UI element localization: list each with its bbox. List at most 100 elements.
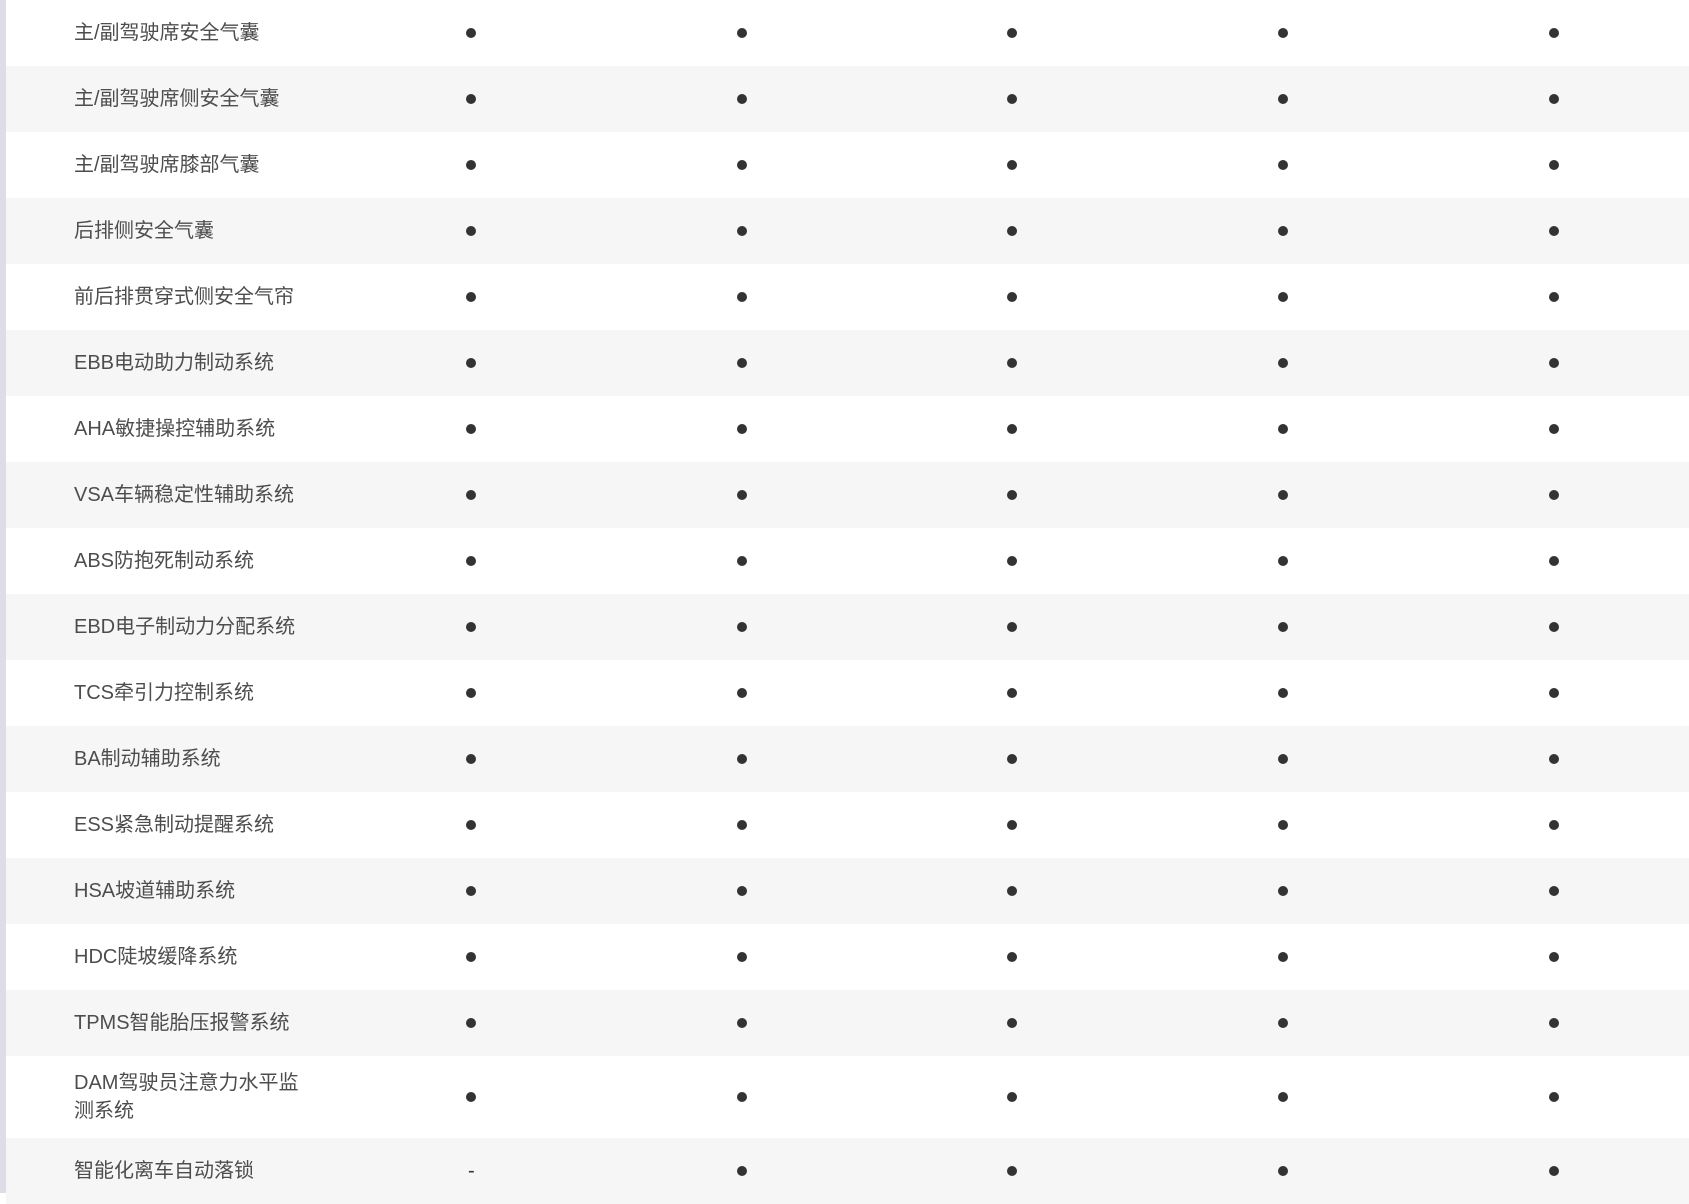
feature-present-cell bbox=[877, 952, 1148, 962]
dot-icon bbox=[1007, 886, 1018, 896]
feature-present-cell bbox=[1148, 226, 1419, 236]
dot-icon bbox=[1007, 490, 1018, 500]
feature-present-cell bbox=[877, 28, 1148, 38]
feature-present-cell bbox=[877, 688, 1148, 698]
table-row: HDC陡坡缓降系统 bbox=[6, 924, 1689, 990]
dot-icon bbox=[1278, 28, 1289, 38]
table-row: 智能化离车自动落锁 - bbox=[6, 1138, 1689, 1204]
feature-present-cell bbox=[877, 556, 1148, 566]
feature-present-cell bbox=[1148, 1166, 1419, 1176]
dot-icon bbox=[1548, 358, 1559, 368]
feature-present-cell bbox=[1418, 226, 1689, 236]
dot-icon bbox=[1278, 424, 1289, 434]
dot-icon bbox=[466, 886, 477, 896]
feature-present-cell bbox=[336, 886, 607, 896]
feature-present-cell bbox=[1418, 622, 1689, 632]
feature-present-cell bbox=[1148, 28, 1419, 38]
dot-icon bbox=[736, 1166, 747, 1176]
feature-present-cell bbox=[877, 886, 1148, 896]
feature-present-cell bbox=[336, 94, 607, 104]
feature-present-cell bbox=[336, 226, 607, 236]
page-left-gutter bbox=[0, 0, 6, 1193]
feature-present-cell bbox=[607, 820, 878, 830]
feature-present-cell bbox=[336, 754, 607, 764]
feature-label: TCS牵引力控制系统 bbox=[74, 682, 254, 704]
feature-present-cell bbox=[1418, 754, 1689, 764]
feature-present-cell bbox=[336, 622, 607, 632]
dot-icon bbox=[466, 622, 477, 632]
table-row: VSA车辆稳定性辅助系统 bbox=[6, 462, 1689, 528]
dot-icon bbox=[466, 490, 477, 500]
feature-present-cell bbox=[1148, 622, 1419, 632]
dot-icon bbox=[736, 490, 747, 500]
dot-icon bbox=[736, 1018, 747, 1028]
dot-icon bbox=[1278, 94, 1289, 104]
dot-icon bbox=[736, 226, 747, 236]
feature-present-cell bbox=[1418, 424, 1689, 434]
feature-present-cell bbox=[1148, 952, 1419, 962]
dot-icon bbox=[1278, 358, 1289, 368]
feature-label: HDC陡坡缓降系统 bbox=[74, 946, 238, 968]
dot-icon bbox=[1007, 820, 1018, 830]
feature-present-cell bbox=[877, 292, 1148, 302]
feature-present-cell bbox=[336, 490, 607, 500]
feature-present-cell bbox=[1418, 952, 1689, 962]
feature-label: TPMS智能胎压报警系统 bbox=[74, 1012, 290, 1034]
dot-icon bbox=[466, 1018, 477, 1028]
dot-icon bbox=[466, 160, 477, 170]
feature-present-cell bbox=[877, 424, 1148, 434]
feature-present-cell bbox=[607, 358, 878, 368]
dot-icon bbox=[1548, 226, 1559, 236]
dot-icon bbox=[1007, 226, 1018, 236]
dot-icon bbox=[1007, 160, 1018, 170]
feature-present-cell bbox=[877, 1166, 1148, 1176]
dot-icon bbox=[1548, 490, 1559, 500]
table-row: 主/副驾驶席安全气囊 bbox=[6, 0, 1689, 66]
feature-label: EBB电动助力制动系统 bbox=[74, 352, 275, 374]
feature-label: 后排侧安全气囊 bbox=[74, 220, 214, 242]
dot-icon bbox=[1548, 424, 1559, 434]
feature-present-cell bbox=[336, 424, 607, 434]
dot-icon bbox=[1007, 94, 1018, 104]
feature-present-cell bbox=[607, 1092, 878, 1102]
feature-present-cell bbox=[607, 754, 878, 764]
dot-icon bbox=[1007, 622, 1018, 632]
dot-icon bbox=[1548, 820, 1559, 830]
table-row: 主/副驾驶席膝部气囊 bbox=[6, 132, 1689, 198]
feature-present-cell bbox=[1418, 490, 1689, 500]
dot-icon bbox=[1548, 622, 1559, 632]
table-row: EBD电子制动力分配系统 bbox=[6, 594, 1689, 660]
feature-present-cell bbox=[1418, 886, 1689, 896]
feature-label: AHA敏捷操控辅助系统 bbox=[74, 418, 276, 440]
feature-label: HSA坡道辅助系统 bbox=[74, 880, 236, 902]
feature-present-cell bbox=[877, 160, 1148, 170]
feature-present-cell bbox=[336, 952, 607, 962]
feature-present-cell bbox=[877, 820, 1148, 830]
feature-present-cell bbox=[1418, 820, 1689, 830]
dot-icon bbox=[1548, 952, 1559, 962]
dot-icon bbox=[1548, 94, 1559, 104]
feature-present-cell bbox=[877, 622, 1148, 632]
feature-label: 前后排贯穿式侧安全气帘 bbox=[74, 286, 294, 308]
dot-icon bbox=[1007, 292, 1018, 302]
feature-label: ABS防抱死制动系统 bbox=[74, 550, 255, 572]
feature-present-cell bbox=[607, 424, 878, 434]
dot-icon bbox=[736, 886, 747, 896]
dot-icon bbox=[1548, 688, 1559, 698]
table-row: TCS牵引力控制系统 bbox=[6, 660, 1689, 726]
feature-present-cell bbox=[607, 1018, 878, 1028]
feature-present-cell bbox=[1418, 556, 1689, 566]
feature-present-cell bbox=[1418, 160, 1689, 170]
dot-icon bbox=[736, 952, 747, 962]
dot-icon bbox=[736, 424, 747, 434]
feature-label: 主/副驾驶席膝部气囊 bbox=[74, 154, 260, 176]
dot-icon bbox=[1548, 556, 1559, 566]
table-row: 后排侧安全气囊 bbox=[6, 198, 1689, 264]
dot-icon bbox=[1007, 1018, 1018, 1028]
feature-label: EBD电子制动力分配系统 bbox=[74, 616, 296, 638]
feature-present-cell bbox=[336, 556, 607, 566]
feature-label: DAM驾驶员注意力水平监测系统 bbox=[74, 1072, 299, 1122]
dot-icon bbox=[1278, 160, 1289, 170]
table-row: DAM驾驶员注意力水平监测系统 bbox=[6, 1056, 1689, 1138]
